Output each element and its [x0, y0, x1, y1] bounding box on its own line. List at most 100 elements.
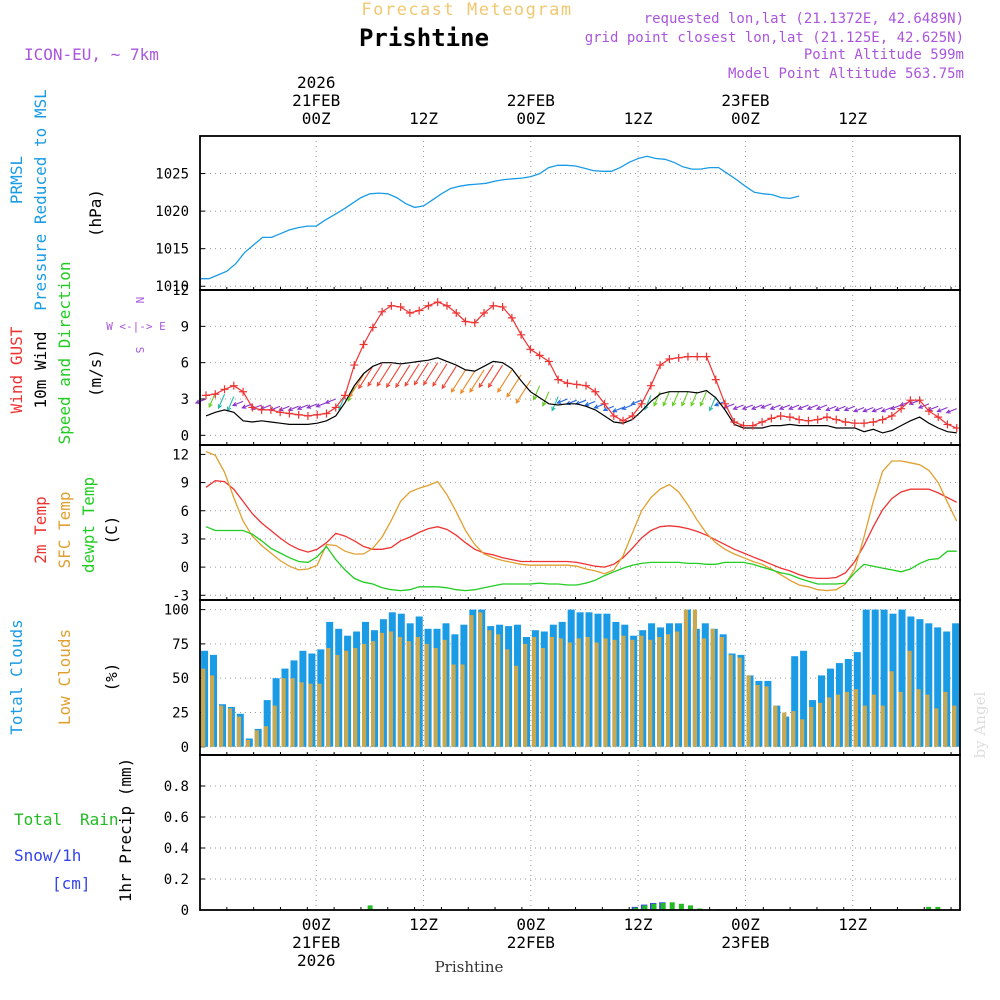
low-clouds-bar: [549, 637, 554, 747]
rain-bar: [926, 906, 932, 910]
rain-bar: [688, 905, 693, 910]
wind-arrow-head: [653, 401, 658, 407]
low-clouds-bar: [871, 694, 876, 747]
wind-gust-point: [711, 375, 720, 384]
wind-direction-arrow: [672, 391, 680, 406]
label-c: (C): [102, 516, 121, 545]
temperature-frame: [199, 444, 961, 601]
low-clouds-bar: [415, 637, 420, 747]
pressure-ytick-label: 1010: [155, 279, 189, 295]
requested-coords: requested lon,lat (21.1372E, 42.6489N): [644, 11, 964, 27]
wind-ytick-label: 3: [181, 392, 189, 408]
wind-arrow-head: [259, 405, 265, 410]
wind-gust-point: [683, 352, 692, 361]
label-ms: (m/s): [86, 349, 105, 397]
label-total-clouds: Total Clouds: [7, 619, 26, 735]
low-clouds-bar: [844, 691, 849, 747]
wind-gust-point: [313, 410, 322, 419]
label-pressure-msl: Pressure Reduced to MSL: [31, 89, 50, 311]
wind-direction-arrow: [325, 398, 336, 404]
low-clouds-bar: [487, 630, 492, 747]
wind-direction-arrow: [386, 364, 402, 388]
precip-ytick-label: 0.4: [164, 841, 189, 857]
wind-arrow-head: [358, 384, 363, 390]
low-clouds-bar: [621, 635, 626, 747]
clouds-ytick-label: 25: [172, 705, 189, 721]
wind-direction-arrow: [733, 404, 744, 410]
wind-arrow-head: [769, 405, 775, 410]
low-clouds-bar: [406, 641, 411, 747]
rain-bar: [669, 902, 675, 911]
wind-gust-point: [785, 413, 794, 422]
wind-gust-point: [702, 352, 711, 361]
low-clouds-bar: [943, 691, 948, 747]
location-title: Prishtine: [359, 24, 489, 52]
wind-direction-arrow: [631, 399, 642, 405]
wind-arrow-head: [880, 408, 886, 413]
clouds-panel: 0 25 50 75 100: [164, 599, 961, 756]
wind-gust-point: [461, 317, 470, 326]
precip-panel: 0 0.2 0.4 0.6 0.8: [164, 754, 961, 919]
wind-gust-point: [646, 381, 655, 390]
low-clouds-bar: [737, 657, 742, 747]
label-sfc-temp: SFC Temp: [55, 491, 74, 568]
wind-gust-point: [350, 361, 359, 370]
low-clouds-bar: [809, 707, 814, 747]
low-clouds-bar: [201, 668, 206, 747]
wind-arrow-head: [515, 398, 521, 404]
temp-dewpt-line: [205, 526, 957, 592]
wind-arrow-head: [469, 387, 474, 393]
wind-direction-arrow: [742, 404, 754, 410]
wind-arrow-head: [788, 405, 794, 410]
low-clouds-bar: [728, 654, 733, 747]
low-clouds-bar: [469, 615, 474, 747]
total-clouds-bar: [880, 609, 888, 747]
temperature-ytick-label: 12: [172, 447, 189, 463]
time-label-top: 12Z: [624, 109, 653, 128]
wind-gust-point: [341, 391, 350, 400]
wind-gust-point: [331, 403, 340, 412]
panel-labels: PRMSL Pressure Reduced to MSL (hPa) Wind GU…: [7, 89, 166, 902]
temperature-ytick-label: -3: [172, 588, 189, 604]
low-clouds-bar: [692, 609, 697, 747]
low-clouds-bar: [576, 638, 581, 747]
wind-gust-point: [378, 307, 387, 316]
wind-gust-point: [943, 420, 952, 429]
wind-gust-point: [582, 381, 590, 390]
grid-coords: grid point closest lon,lat (21.125E, 42.…: [585, 30, 964, 46]
time-label-bottom: 12Z: [838, 915, 867, 934]
wind-arrow-head: [708, 406, 714, 412]
wind-direction-arrow: [557, 398, 568, 404]
low-clouds-bar: [925, 694, 930, 747]
low-clouds-bar: [379, 632, 385, 747]
low-clouds-bar: [603, 638, 608, 747]
low-clouds-bar: [540, 648, 545, 747]
wind-gust-line: [205, 301, 957, 429]
wind-arrow-head: [681, 401, 686, 407]
low-clouds-bar: [630, 639, 635, 747]
clouds-ytick-label: 50: [172, 671, 189, 687]
total-clouds-bar: [916, 619, 924, 747]
low-clouds-bar: [907, 650, 912, 747]
low-clouds-bar: [371, 641, 376, 747]
wind-gust-point: [452, 309, 461, 318]
low-clouds-bar: [388, 631, 393, 747]
wind-gust-point: [887, 411, 896, 420]
wind-arrow-head: [315, 403, 321, 408]
wind-gust-point: [266, 405, 275, 414]
wind-arrow-head: [432, 381, 437, 387]
low-clouds-bar: [612, 639, 617, 747]
wind-arrow-head: [862, 408, 868, 413]
wind-gust-point: [813, 415, 822, 424]
time-label-top: 22FEB: [507, 91, 555, 110]
wind-arrow-head: [385, 383, 391, 389]
wind-arrow-head: [556, 399, 562, 404]
compass-we: W <-|-> E: [106, 320, 166, 333]
wind-direction-arrow: [770, 404, 781, 410]
wind-arrow-head: [852, 408, 859, 413]
low-clouds-bar: [880, 705, 885, 747]
wind-direction-arrow: [816, 404, 828, 410]
time-label-top: 00Z: [731, 109, 760, 128]
wind-arrow-head: [806, 405, 812, 410]
forecast-label: Forecast Meteogram: [361, 0, 572, 20]
